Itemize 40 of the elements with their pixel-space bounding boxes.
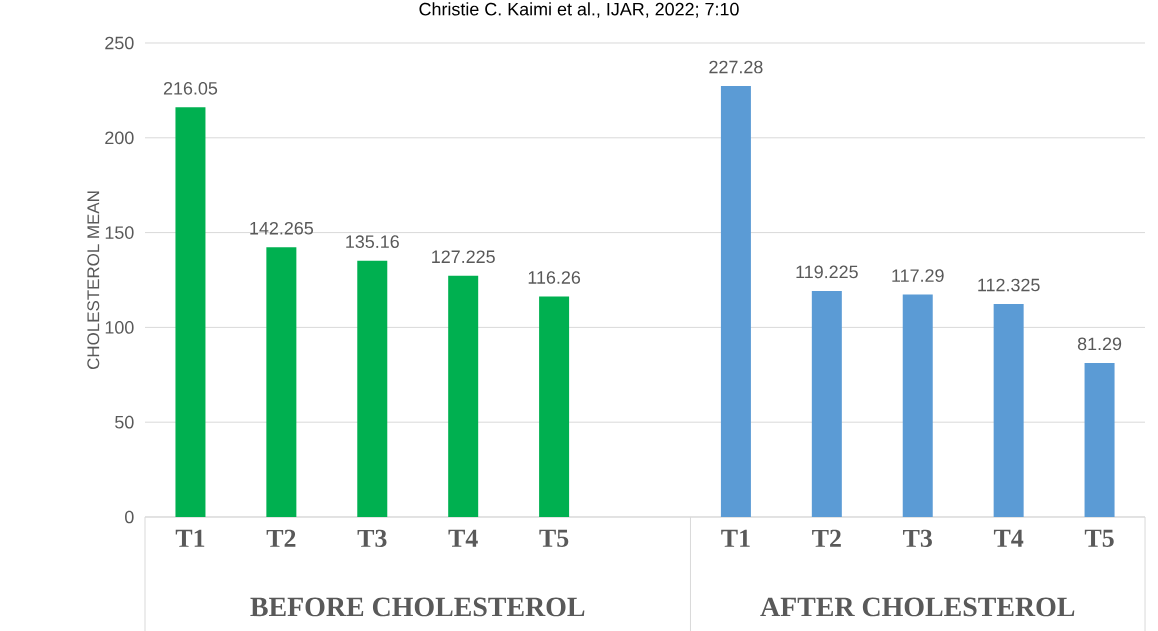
bar [539, 296, 570, 517]
bar [902, 294, 933, 517]
x-tick-label: T1 [175, 529, 205, 547]
data-label: 112.325 [978, 278, 1040, 292]
bar [1084, 362, 1115, 517]
y-tick-label: 150 [105, 226, 134, 239]
bar [811, 290, 842, 517]
chart-title: Christie C. Kaimi et al., IJAR, 2022; 7:10 [419, 2, 739, 18]
bar [266, 247, 297, 517]
x-tick-label: T5 [1084, 529, 1114, 547]
x-tick-label: T3 [357, 529, 387, 548]
data-label: 81.29 [1077, 337, 1122, 351]
data-label: 117.29 [892, 269, 944, 282]
data-label: 127.225 [432, 250, 495, 264]
x-tick-label: T2 [266, 529, 296, 547]
bar [993, 304, 1024, 517]
data-label: 142.265 [250, 221, 314, 235]
text: AFTER CHOLESTEROL [760, 597, 1075, 617]
bar [175, 107, 206, 517]
data-label: 119.225 [796, 265, 858, 279]
x-tick-label: T3 [903, 529, 932, 548]
y-tick-label: 100 [105, 321, 134, 334]
x-tick-label: T1 [721, 529, 750, 547]
x-tick-label: T4 [448, 529, 478, 547]
y-tick-label: 0 [125, 510, 134, 524]
data-label: 216.05 [163, 81, 218, 95]
data-label: 135.16 [346, 235, 399, 249]
y-tick-label: 250 [105, 36, 134, 50]
x-tick-label: T4 [993, 529, 1024, 547]
y-axis-title: CHOLESTEROL MEAN [87, 191, 100, 370]
bar [357, 260, 388, 517]
bar [720, 86, 751, 517]
data-label: 116.26 [528, 271, 581, 284]
y-tick-label: 200 [105, 131, 134, 145]
bar [448, 275, 479, 517]
x-tick-label: T5 [539, 529, 569, 547]
y-tick-label: 50 [115, 415, 134, 429]
data-label: 227.28 [709, 60, 763, 74]
x-tick-label: T2 [812, 529, 841, 547]
text: BEFORE CHOLESTEROL [250, 597, 585, 617]
